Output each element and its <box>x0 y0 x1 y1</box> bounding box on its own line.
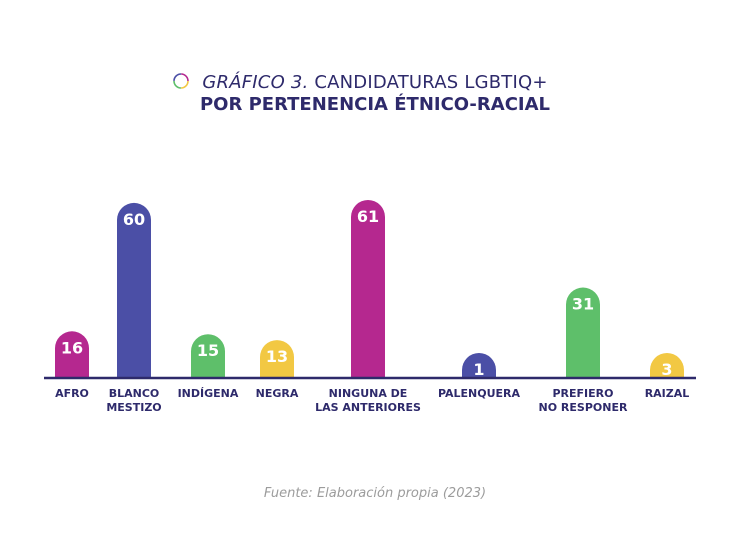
category-label: NEGRA <box>256 387 299 400</box>
bar-value-label: 61 <box>357 207 379 226</box>
bar <box>260 340 294 378</box>
category-label: PALENQUERA <box>438 387 521 400</box>
bar <box>117 202 151 378</box>
category-label: NO RESPONER <box>539 401 628 414</box>
bar <box>566 287 600 378</box>
category-label: NINGUNA DE <box>329 387 408 400</box>
bar-value-label: 3 <box>661 360 672 379</box>
bar <box>650 353 684 378</box>
bar-value-label: 1 <box>473 360 484 379</box>
chart-title-lead: GRÁFICO 3. <box>202 72 309 93</box>
chart-title-line-2: POR PERTENENCIA ÉTNICO-RACIAL <box>199 94 550 115</box>
category-label: AFRO <box>55 387 89 400</box>
category-label: INDÍGENA <box>178 387 239 400</box>
chart-title: GRÁFICO 3. CANDIDATURAS LGBTIQ+ POR PERT… <box>0 72 750 115</box>
bar-value-label: 31 <box>572 295 594 314</box>
bar-value-label: 13 <box>266 347 288 366</box>
bar <box>191 334 225 378</box>
category-label: PREFIERO <box>553 387 614 400</box>
chart-title-rest: CANDIDATURAS LGBTIQ+ <box>308 72 548 93</box>
category-label: MESTIZO <box>106 401 161 414</box>
bar <box>55 331 89 378</box>
source-note: Fuente: Elaboración propia (2023) <box>263 486 487 501</box>
bar-value-label: 60 <box>123 210 145 229</box>
bar <box>351 200 385 378</box>
bar-value-label: 15 <box>197 341 219 360</box>
bar-value-label: 16 <box>61 338 83 357</box>
chart-title-line-1: GRÁFICO 3. CANDIDATURAS LGBTIQ+ <box>0 72 750 93</box>
category-label: LAS ANTERIORES <box>315 401 421 414</box>
rainbow-ring-icon <box>173 73 189 89</box>
category-label: RAIZAL <box>645 387 690 400</box>
category-label: BLANCO <box>109 387 160 400</box>
bar <box>462 353 496 378</box>
